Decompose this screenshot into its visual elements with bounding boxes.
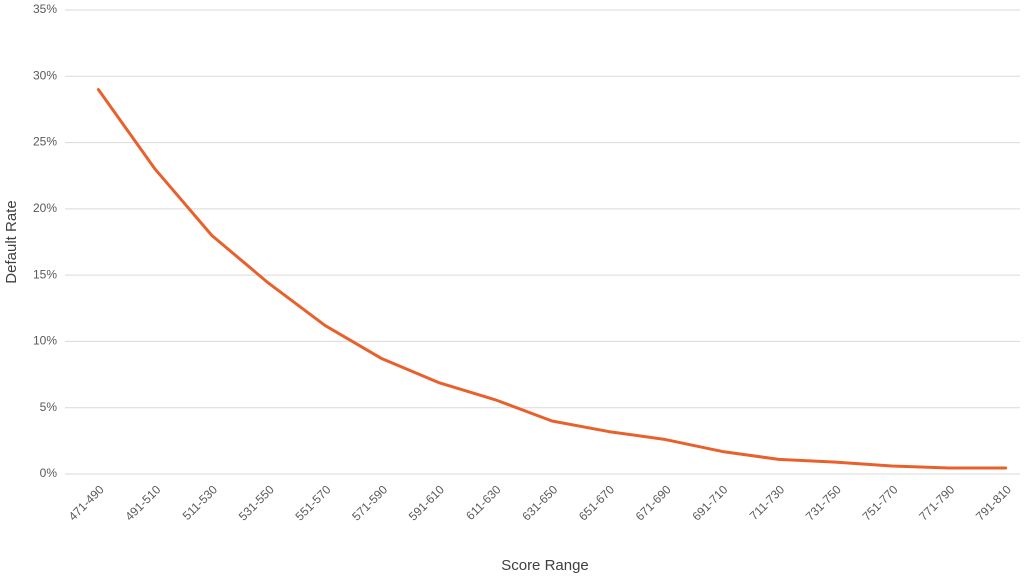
y-tick-label: 25% <box>33 135 57 149</box>
x-tick-label: 711-730 <box>747 482 788 523</box>
x-tick-label: 731-750 <box>803 482 844 523</box>
x-tick-label: 591-610 <box>406 482 447 523</box>
y-tick-label: 5% <box>40 400 58 414</box>
x-tick-label: 671-690 <box>633 482 674 523</box>
y-tick-label: 20% <box>33 201 57 215</box>
y-tick-label: 35% <box>33 2 57 16</box>
y-tick-label: 10% <box>33 334 57 348</box>
x-tick-label: 751-770 <box>860 482 901 523</box>
x-tick-label: 471-490 <box>66 482 107 523</box>
x-tick-label: 771-790 <box>916 482 957 523</box>
x-tick-label: 631-650 <box>519 482 560 523</box>
x-tick-label: 511-530 <box>180 482 221 523</box>
y-axis-title: Default Rate <box>3 200 20 283</box>
data-line <box>96 88 1008 470</box>
y-tick-label: 30% <box>33 68 57 82</box>
x-tick-label: 651-670 <box>576 482 617 523</box>
x-tick-label: 571-590 <box>349 482 390 523</box>
x-axis-title: Score Range <box>501 557 589 574</box>
x-tick-label: 531-550 <box>236 482 277 523</box>
y-tick-label: 0% <box>40 466 58 480</box>
x-tick-label: 551-570 <box>292 482 333 523</box>
x-tick-label: 691-710 <box>689 482 730 523</box>
x-tick-label: 611-630 <box>463 482 504 523</box>
x-tick-label: 791-810 <box>973 482 1014 523</box>
x-tick-label: 491-510 <box>122 482 163 523</box>
y-tick-label: 15% <box>33 267 57 281</box>
